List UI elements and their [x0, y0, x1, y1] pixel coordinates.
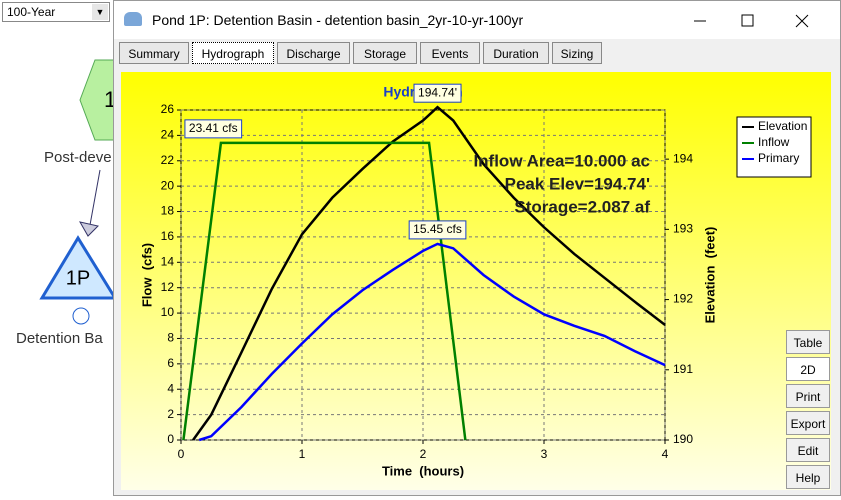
- x-axis-label: Time (hours): [382, 463, 464, 478]
- title-bar: Pond 1P: Detention Basin - detention bas…: [114, 1, 840, 39]
- value-label-text: 194.74': [418, 85, 457, 99]
- value-label-box: [408, 220, 467, 240]
- value-label: 23.41 cfs: [184, 119, 243, 139]
- x-tick-label: 2: [420, 447, 427, 461]
- x-tick-label: 4: [662, 447, 669, 461]
- side-button[interactable]: Export: [786, 411, 830, 435]
- y-tick-label: 10: [161, 305, 175, 319]
- side-button[interactable]: Edit: [786, 438, 830, 462]
- y-tick-label: 4: [167, 381, 174, 395]
- series-line: [198, 242, 666, 442]
- y2-tick-label: 194: [673, 151, 693, 165]
- node-caption: Post-deve: [44, 149, 112, 166]
- y-tick-label: 24: [161, 128, 175, 142]
- y-tick-label: 20: [161, 178, 175, 192]
- y2-tick-label: 190: [673, 432, 693, 446]
- y2-tick-label: 191: [673, 362, 693, 376]
- y-tick-label: 0: [167, 432, 174, 446]
- value-label-box: [184, 119, 243, 139]
- tab[interactable]: Sizing: [552, 42, 602, 64]
- tab[interactable]: Events: [420, 42, 480, 64]
- y-tick-label: 22: [161, 153, 175, 167]
- window-controls: [694, 14, 809, 28]
- diagram: 1 Post-deve 1P Detention Ba: [16, 59, 120, 347]
- series-line: [192, 105, 666, 441]
- window-title: Pond 1P: Detention Basin - detention bas…: [152, 12, 524, 28]
- y-tick-label: 8: [167, 331, 174, 345]
- x-tick-label: 1: [299, 447, 306, 461]
- y-tick-label: 16: [161, 229, 175, 243]
- y2-axis-label: Elevation (feet): [702, 227, 717, 324]
- dropdown-text: 100-Year: [7, 5, 56, 19]
- y2-tick-label: 192: [673, 292, 693, 306]
- app-icon: [124, 12, 142, 26]
- arrow: [79, 221, 99, 237]
- side-button[interactable]: 2D: [786, 357, 830, 381]
- maximize[interactable]: [741, 14, 754, 27]
- series-line: [182, 141, 467, 441]
- value-label: 15.45 cfs: [408, 220, 467, 240]
- link: [89, 169, 101, 226]
- close[interactable]: [795, 14, 809, 28]
- tab[interactable]: Discharge: [277, 42, 350, 64]
- legend-label: Elevation: [758, 119, 807, 133]
- node-label: 1P: [66, 267, 90, 289]
- annotation: Inflow Area=10.000 ac: [473, 151, 650, 170]
- y-tick-label: 18: [161, 204, 175, 218]
- side-button[interactable]: Table: [786, 330, 830, 354]
- y-tick-label: 2: [167, 407, 174, 421]
- legend-label: Primary: [758, 151, 799, 165]
- node-caption: Detention Ba: [16, 330, 103, 347]
- legend-label: Inflow: [758, 135, 790, 149]
- value-label-box: [413, 83, 462, 103]
- dropdown-arrow: ▼: [92, 4, 108, 20]
- y-tick-label: 12: [161, 280, 175, 294]
- tab[interactable]: Summary: [119, 42, 189, 64]
- side-button[interactable]: Print: [786, 384, 830, 408]
- value-label: 194.74': [413, 83, 462, 103]
- y-tick-label: 14: [161, 254, 175, 268]
- dropdown[interactable]: 100-Year ▼: [2, 2, 110, 22]
- node-circle: [72, 307, 90, 325]
- side-button[interactable]: Help: [786, 465, 830, 489]
- tab[interactable]: Storage: [353, 42, 417, 64]
- y-tick-label: 26: [161, 102, 175, 116]
- y-tick-label: 6: [167, 356, 174, 370]
- pond-node[interactable]: [39, 235, 118, 300]
- y2-tick-label: 193: [673, 222, 693, 236]
- y-axis-label: Flow (cfs): [139, 243, 154, 307]
- value-label-text: 15.45 cfs: [413, 222, 462, 236]
- tab[interactable]: Hydrograph: [192, 42, 274, 64]
- x-tick-label: 3: [541, 447, 548, 461]
- chart: Hydrograph Time (hours) Flow (cfs) Eleva…: [121, 72, 831, 490]
- annotation: Storage=2.087 af: [514, 197, 650, 216]
- subcatchment-node[interactable]: [79, 59, 120, 141]
- tab[interactable]: Duration: [483, 42, 549, 64]
- value-label-text: 23.41 cfs: [189, 121, 238, 135]
- x-tick-label: 0: [178, 447, 185, 461]
- annotation: Peak Elev=194.74': [505, 174, 650, 193]
